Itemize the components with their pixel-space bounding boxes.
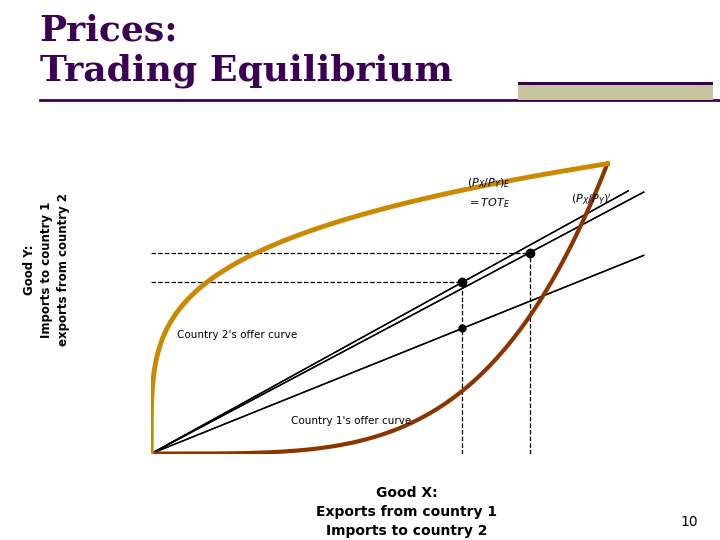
Text: Good Y:
Imports to country 1
exports from country 2: Good Y: Imports to country 1 exports fro… (23, 193, 71, 347)
Text: $(P_X/P_Y)'$: $(P_X/P_Y)'$ (571, 193, 612, 207)
Text: Imports to country 2: Imports to country 2 (326, 524, 487, 538)
Text: Trading Equilibrium: Trading Equilibrium (40, 54, 452, 89)
Text: Good X:: Good X: (376, 486, 438, 500)
Text: Country 2's offer curve: Country 2's offer curve (177, 330, 297, 340)
Text: $= TOT_E$: $= TOT_E$ (467, 196, 510, 210)
Text: 10: 10 (681, 515, 698, 529)
Text: $(P_X/P_Y)_E$: $(P_X/P_Y)_E$ (467, 177, 511, 190)
Text: Country 1's offer curve: Country 1's offer curve (291, 416, 411, 426)
Text: Exports from country 1: Exports from country 1 (316, 505, 498, 519)
Text: Prices:: Prices: (40, 14, 179, 48)
